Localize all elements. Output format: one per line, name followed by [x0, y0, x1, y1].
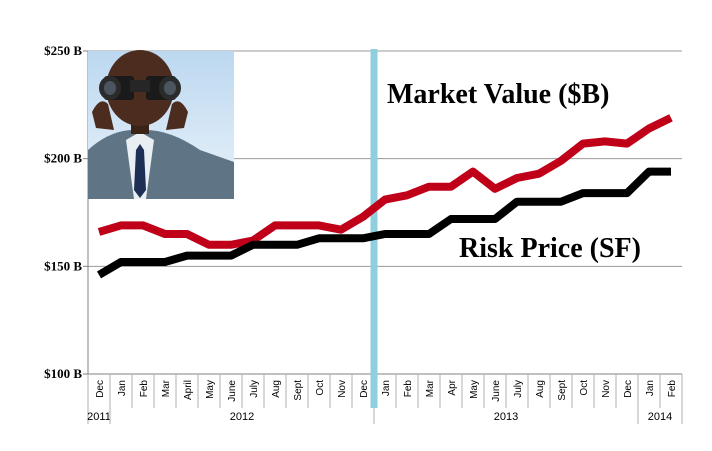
x-tick-label: Aug — [535, 380, 546, 398]
x-tick-label: April — [183, 380, 194, 400]
year-label: 2011 — [87, 411, 111, 423]
x-tick-label: Jan — [117, 380, 128, 396]
year-label: 2012 — [230, 411, 254, 423]
x-tick-label: Oct — [315, 380, 326, 396]
risk-price-line — [96, 167, 671, 279]
market-value-label: Market Value ($B) — [387, 79, 609, 110]
y-tick-label: $250 B — [44, 43, 82, 58]
market-value-line — [97, 114, 673, 249]
y-tick-label: $200 B — [44, 151, 82, 166]
x-tick-label: Feb — [139, 380, 150, 398]
x-tick-label: Aug — [271, 380, 282, 398]
x-tick-label: Mar — [425, 379, 436, 397]
x-axis: Dec Jan Feb Mar April May June July Aug Sept Oct No… — [87, 373, 683, 424]
year-label: 2014 — [648, 411, 672, 423]
x-tick-label: Jan — [381, 380, 392, 396]
x-tick-label: July — [249, 380, 260, 398]
x-tick-label: May — [205, 380, 216, 399]
risk-price-label: Risk Price (SF) — [459, 233, 641, 264]
x-tick-label: Mar — [161, 379, 172, 397]
x-tick-label: Nov — [337, 380, 348, 398]
x-tick-label: Sept — [293, 380, 304, 401]
x-tick-label: Jan — [645, 380, 656, 396]
year-label: 2013 — [494, 411, 518, 423]
x-tick-label: June — [227, 380, 238, 402]
x-tick-label: Dec — [95, 380, 106, 398]
x-tick-label: July — [513, 380, 524, 398]
x-tick-label: Oct — [579, 380, 590, 396]
x-tick-label: Feb — [403, 380, 414, 398]
x-tick-label: May — [469, 380, 480, 399]
x-tick-label: Dec — [359, 380, 370, 398]
y-tick-label: $150 B — [44, 258, 82, 273]
series-lines — [96, 114, 673, 279]
x-tick-label: Nov — [601, 380, 612, 398]
x-tick-label: Dec — [623, 380, 634, 398]
y-axis: $100 B $150 B $200 B $250 B — [44, 43, 89, 381]
x-tick-label: Sept — [557, 380, 568, 401]
y-tick-label: $100 B — [44, 366, 82, 381]
binoculars-photo — [88, 50, 234, 199]
x-tick-label: Apr — [447, 379, 458, 395]
x-tick-label: June — [491, 380, 502, 402]
x-tick-label: Feb — [667, 380, 678, 398]
